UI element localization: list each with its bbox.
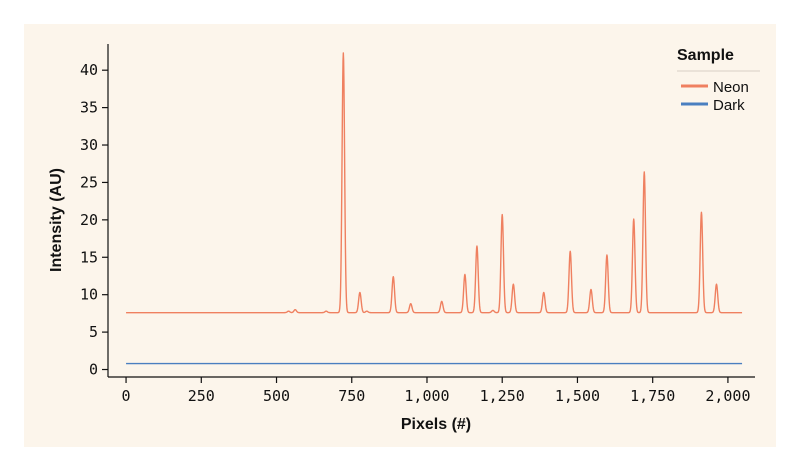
x-tick-label: 1,250 [480,387,525,405]
y-tick-label: 35 [80,99,98,117]
x-tick-label: 2,000 [705,387,750,405]
axes: 0 250 500 750 1,000 1,250 1,500 1,750 2,000 0 5 10 1… [80,44,755,405]
chart-panel: 0 250 500 750 1,000 1,250 1,500 1,750 2,000 0 5 10 1… [24,24,776,447]
legend-label-dark: Dark [713,97,745,114]
y-tick-label: 40 [80,61,98,79]
x-tick-label: 500 [263,387,290,405]
y-axis-title: Intensity (AU) [48,168,65,272]
y-tick-label: 0 [89,361,98,379]
y-tick-label: 25 [80,173,98,191]
y-tick-label: 30 [80,136,98,154]
y-tick-label: 10 [80,286,98,304]
x-tick-label: 250 [188,387,215,405]
chart: 0 250 500 750 1,000 1,250 1,500 1,750 2,000 0 5 10 1… [48,44,760,433]
y-tick-label: 5 [89,323,98,341]
x-tick-label: 1,000 [404,387,449,405]
x-tick-label: 750 [338,387,365,405]
legend-title: Sample [677,47,734,64]
x-tick-label: 1,750 [630,387,675,405]
legend: Sample Neon Dark [677,47,760,114]
x-tick-label: 0 [122,387,131,405]
series-layer [125,52,743,365]
y-tick-label: 15 [80,248,98,266]
series-line-neon [125,52,743,314]
y-tick-label: 20 [80,211,98,229]
x-tick-label: 1,500 [555,387,600,405]
x-axis-title: Pixels (#) [401,416,471,433]
legend-label-neon: Neon [713,79,749,96]
